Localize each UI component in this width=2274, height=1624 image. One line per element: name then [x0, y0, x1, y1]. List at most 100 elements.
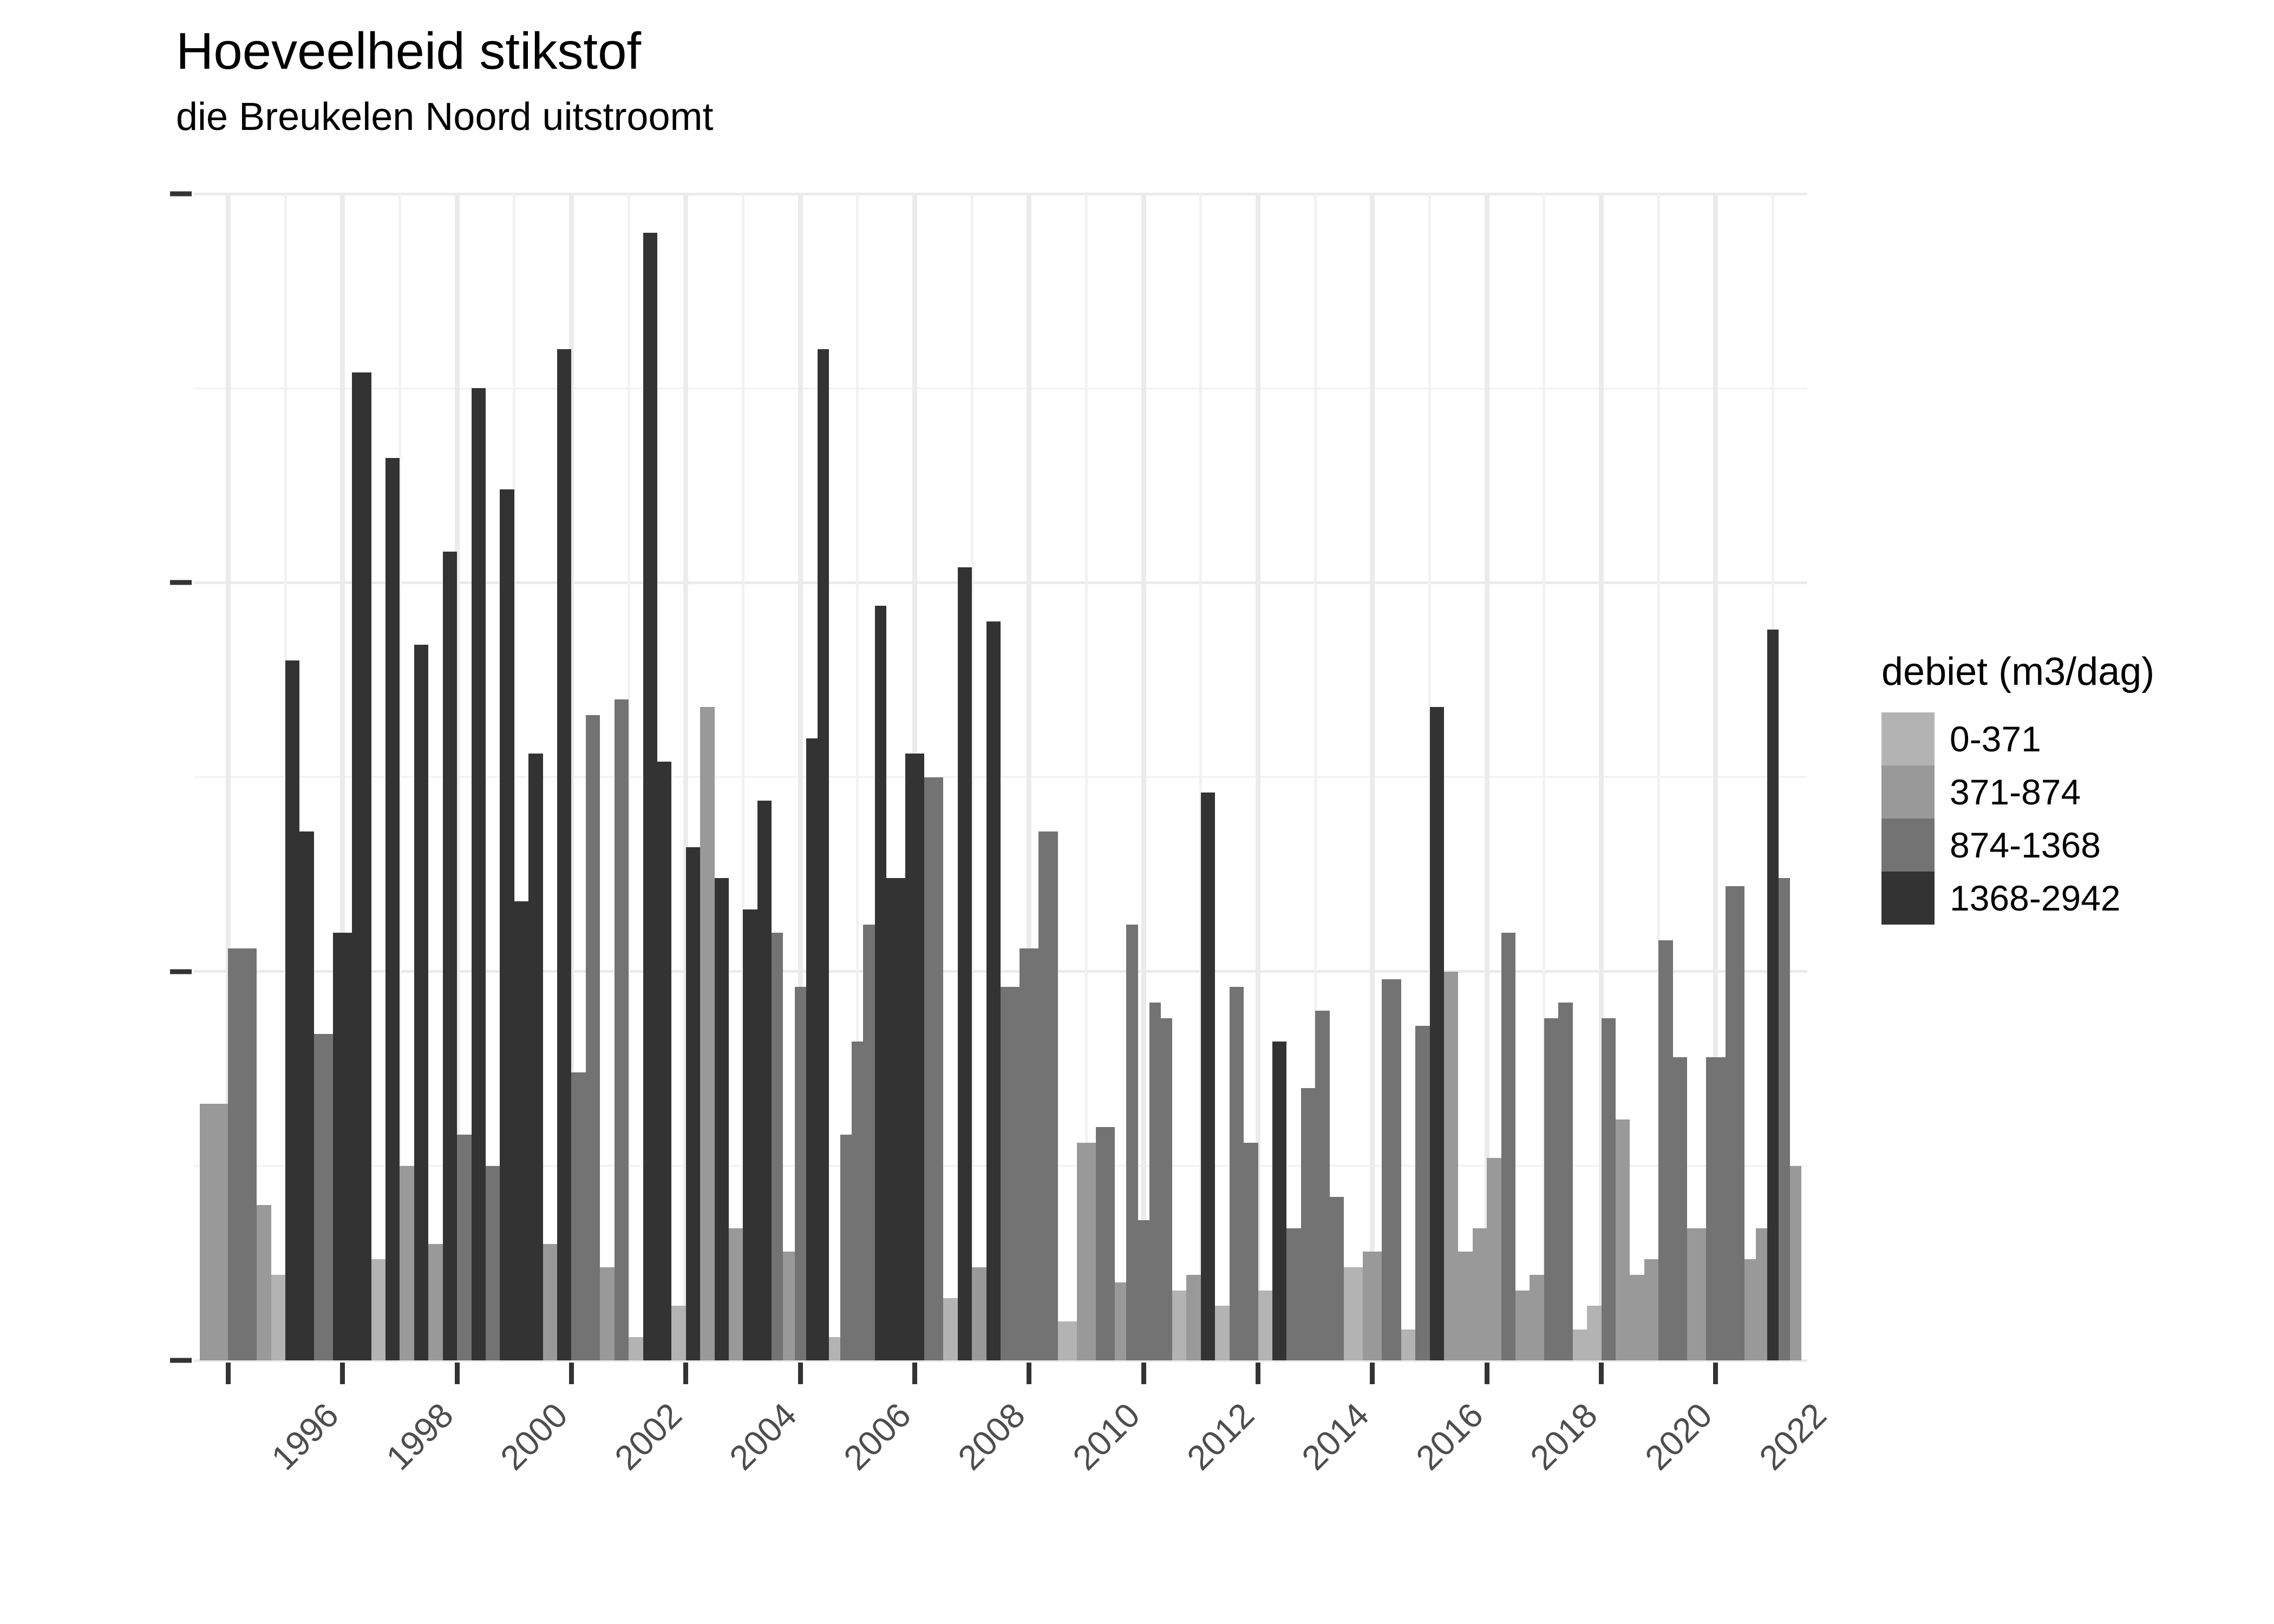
x-tick-label: 1996: [264, 1395, 347, 1478]
bar: [828, 1337, 841, 1360]
bar: [199, 1103, 228, 1360]
x-tick-label: 2012: [1179, 1395, 1262, 1478]
bar: [299, 831, 314, 1360]
gridline-vertical-minor: [513, 194, 516, 1360]
x-tick-label: 2006: [836, 1395, 919, 1478]
bar: [1501, 932, 1516, 1360]
bar: [1687, 1228, 1707, 1360]
bar: [485, 1165, 500, 1360]
bar: [1301, 1088, 1316, 1360]
bar: [1115, 1282, 1127, 1360]
x-tick-mark: [1599, 1363, 1604, 1384]
legend-item-3[interactable]: 1368-2942: [1881, 872, 2154, 925]
bar: [1572, 1329, 1587, 1360]
bar: [1429, 707, 1444, 1360]
legend-item-1[interactable]: 371-874: [1881, 765, 2154, 818]
bar: [1458, 1251, 1473, 1360]
bar: [1272, 1041, 1287, 1360]
bar: [1382, 979, 1401, 1360]
bar: [643, 232, 657, 1360]
legend-items: 0-371 371-874 874-1368 1368-2942: [1881, 712, 2154, 925]
x-tick-mark: [340, 1363, 345, 1384]
x-tick-mark: [1484, 1363, 1489, 1384]
bar: [385, 458, 400, 1360]
bar: [972, 1267, 986, 1360]
gridline-vertical-major: [798, 194, 803, 1360]
bar: [228, 948, 257, 1360]
bar: [772, 932, 783, 1360]
legend-item-0[interactable]: 0-371: [1881, 712, 2154, 765]
bar: [874, 606, 886, 1360]
bar: [1744, 1259, 1756, 1360]
gridline-vertical-major: [1599, 194, 1604, 1360]
bar: [757, 800, 772, 1360]
y-tick-mark: [170, 1358, 192, 1363]
gridline-vertical-minor: [970, 194, 973, 1360]
gridline-vertical-major: [1484, 194, 1489, 1360]
bar: [442, 551, 458, 1360]
x-tick-label: 2010: [1065, 1395, 1147, 1478]
bar: [1315, 1010, 1330, 1360]
bar: [1601, 1018, 1616, 1360]
x-tick-mark: [1370, 1363, 1375, 1384]
bar: [333, 932, 352, 1360]
bar: [1126, 925, 1138, 1360]
x-tick-mark: [454, 1363, 460, 1384]
x-tick-label: 2022: [1752, 1395, 1834, 1478]
gridline-vertical-major: [1256, 194, 1261, 1360]
bar: [1258, 1290, 1272, 1360]
bar: [1443, 971, 1459, 1360]
x-tick-mark: [1027, 1363, 1032, 1384]
bar: [1229, 987, 1244, 1360]
bar: [1530, 1274, 1544, 1360]
gridline-horizontal-minor: [194, 387, 1807, 389]
bar: [671, 1306, 686, 1360]
plot-panel: [194, 192, 1807, 1362]
bar: [1138, 1220, 1149, 1360]
gridline-vertical-major: [340, 194, 345, 1360]
bar: [986, 621, 1001, 1360]
bar: [1344, 1267, 1363, 1360]
legend-item-label: 874-1368: [1950, 825, 2101, 865]
bar: [852, 1041, 864, 1360]
bar: [528, 754, 543, 1360]
legend-item-2[interactable]: 874-1368: [1881, 818, 2154, 872]
bar: [414, 645, 429, 1360]
bar: [600, 1267, 615, 1360]
gridline-horizontal-minor: [194, 776, 1807, 778]
chart-title: Hoeveelheid stikstof: [176, 22, 642, 80]
gridline-vertical-minor: [1657, 194, 1660, 1360]
bar: [313, 1033, 334, 1360]
bar: [1076, 1142, 1096, 1360]
gridline-vertical-major: [454, 194, 460, 1360]
legend-item-label: 0-371: [1950, 719, 2041, 759]
bar: [371, 1259, 385, 1360]
gridline-vertical-minor: [1543, 194, 1546, 1360]
bar: [614, 699, 629, 1360]
bar: [1779, 878, 1791, 1360]
bar: [729, 1228, 743, 1360]
x-tick-label: 2016: [1408, 1395, 1491, 1478]
bar: [543, 1243, 558, 1360]
legend-item-label: 1368-2942: [1950, 878, 2121, 918]
gridline-vertical-major: [1713, 194, 1718, 1360]
y-tick-mark: [170, 580, 192, 585]
bar: [1415, 1026, 1430, 1360]
bar: [1615, 1119, 1630, 1360]
bar: [1558, 1003, 1573, 1360]
bar: [1672, 1057, 1688, 1360]
bar: [400, 1165, 414, 1360]
x-tick-mark: [683, 1363, 689, 1384]
bar: [1160, 1018, 1172, 1360]
x-tick-mark: [1256, 1363, 1261, 1384]
x-tick-mark: [1713, 1363, 1718, 1384]
gridline-vertical-major: [1027, 194, 1032, 1360]
bar: [1057, 1321, 1077, 1360]
bar: [585, 715, 600, 1360]
bar: [428, 1243, 443, 1360]
bar: [743, 909, 757, 1360]
gridline-vertical-major: [225, 194, 231, 1360]
bar: [1644, 1259, 1659, 1360]
x-tick-mark: [225, 1363, 231, 1384]
